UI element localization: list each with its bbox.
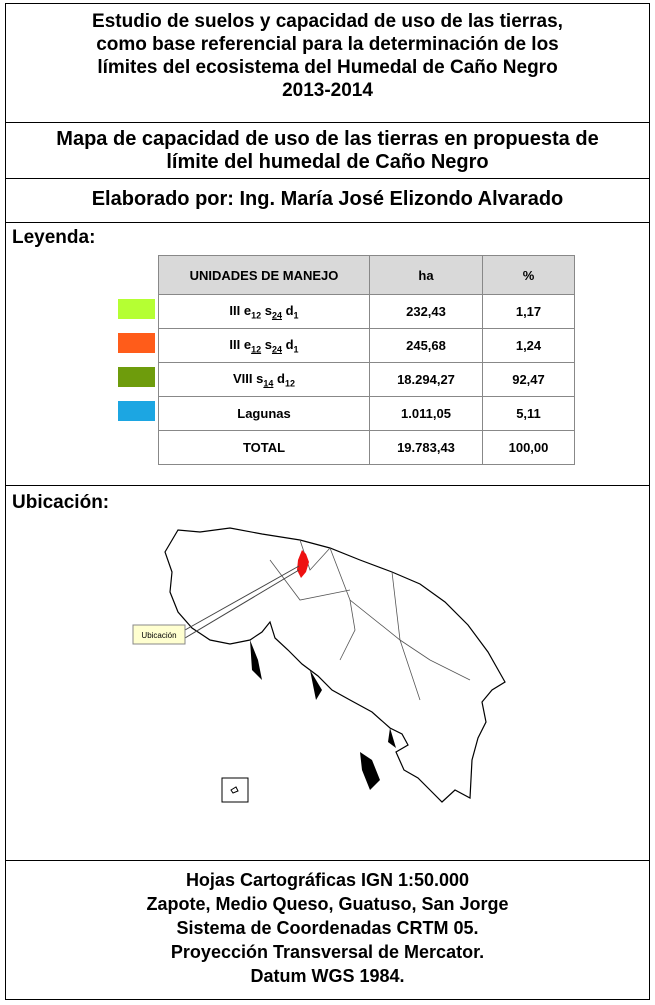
footer-line: Sistema de Coordenadas CRTM 05. <box>176 918 479 938</box>
ha-cell: 18.294,27 <box>369 362 483 397</box>
unit-part: 12 <box>251 344 262 355</box>
unit-part: s <box>261 336 272 352</box>
total-row: TOTAL 19.783,43 100,00 <box>158 430 575 465</box>
ha-cell: 245,68 <box>369 328 483 363</box>
unit-part: 12 <box>251 310 262 321</box>
legend-table: UNIDADES DE MANEJO ha % III e12 s24 d1 23… <box>158 255 575 465</box>
footer: Hojas Cartográficas IGN 1:50.000 Zapote,… <box>5 868 650 988</box>
unit-cell: III e12 s24 d1 <box>158 294 370 329</box>
legend-label: Leyenda: <box>12 227 96 248</box>
callout-label: Ubicación <box>141 631 176 640</box>
footer-line: Proyección Transversal de Mercator. <box>170 942 485 962</box>
unit-part: s <box>261 302 272 318</box>
unit-cell: VIII s14 d12 <box>158 362 370 397</box>
subtitle: Mapa de capacidad de uso de las tierras … <box>5 128 650 174</box>
unit-part: III e <box>229 302 252 318</box>
separator <box>5 178 650 179</box>
unit-part: 24 <box>271 344 282 355</box>
total-pct: 100,00 <box>482 430 575 465</box>
legend-row: III e12 s24 d1 245,68 1,24 <box>158 328 575 363</box>
total-ha: 19.783,43 <box>369 430 483 465</box>
study-area <box>297 550 309 578</box>
pct-cell: 92,47 <box>482 362 575 397</box>
column-header: % <box>482 255 575 295</box>
unit-part: d <box>281 302 294 318</box>
province-borders <box>269 539 471 701</box>
callout-box <box>132 624 186 645</box>
color-swatch <box>118 333 155 353</box>
callout-line <box>184 569 300 639</box>
pct-cell: 1,24 <box>482 328 575 363</box>
subtitle-line: límite del humedal de Caño Negro <box>166 151 489 173</box>
unit-part: Lagunas <box>237 406 291 421</box>
legend-row: VIII s14 d12 18.294,27 92,47 <box>158 362 575 397</box>
unit-part: 12 <box>284 378 295 389</box>
callout-line <box>184 565 300 631</box>
total-unit: TOTAL <box>158 430 370 465</box>
color-swatch <box>118 401 155 421</box>
inset-island <box>230 786 239 794</box>
legend-row: III e12 s24 d1 232,43 1,17 <box>158 294 575 329</box>
color-swatch <box>118 367 155 387</box>
legend-row: Lagunas 1.011,05 5,11 <box>158 396 575 431</box>
inset-frame <box>221 777 249 803</box>
separator <box>5 222 650 223</box>
unit-part: 1 <box>293 310 299 321</box>
title: Estudio de suelos y capacidad de uso de … <box>5 10 650 102</box>
unit-part: d <box>273 370 285 386</box>
unit-part: 14 <box>263 378 274 389</box>
ha-cell: 232,43 <box>369 294 483 329</box>
footer-line: Zapote, Medio Queso, Guatuso, San Jorge <box>146 894 509 914</box>
title-line: 2013-2014 <box>282 80 373 101</box>
footer-line: Hojas Cartográficas IGN 1:50.000 <box>185 870 470 890</box>
unit-part: d <box>281 336 294 352</box>
title-line: Estudio de suelos y capacidad de uso de … <box>92 11 563 32</box>
country-outline <box>164 527 506 803</box>
footer-line: Datum WGS 1984. <box>250 966 405 986</box>
separator <box>5 860 650 861</box>
column-header: UNIDADES DE MANEJO <box>158 255 370 295</box>
title-line: límites del ecosistema del Humedal de Ca… <box>97 57 558 78</box>
frame <box>5 3 650 1000</box>
unit-part: 1 <box>293 344 299 355</box>
separator <box>5 485 650 486</box>
color-swatch <box>118 299 155 319</box>
title-line: como base referencial para la determinac… <box>96 34 559 55</box>
author: Elaborado por: Ing. María José Elizondo … <box>91 188 564 210</box>
separator <box>5 122 650 123</box>
subtitle-line: Mapa de capacidad de uso de las tierras … <box>56 128 599 150</box>
location-label: Ubicación: <box>12 492 110 513</box>
header-row: UNIDADES DE MANEJO ha % <box>158 255 575 295</box>
unit-part: VIII s <box>233 370 264 386</box>
unit-cell: III e12 s24 d1 <box>158 328 370 363</box>
column-header: ha <box>369 255 483 295</box>
unit-part: 24 <box>271 310 282 321</box>
pct-cell: 1,17 <box>482 294 575 329</box>
unit-part: III e <box>229 336 252 352</box>
